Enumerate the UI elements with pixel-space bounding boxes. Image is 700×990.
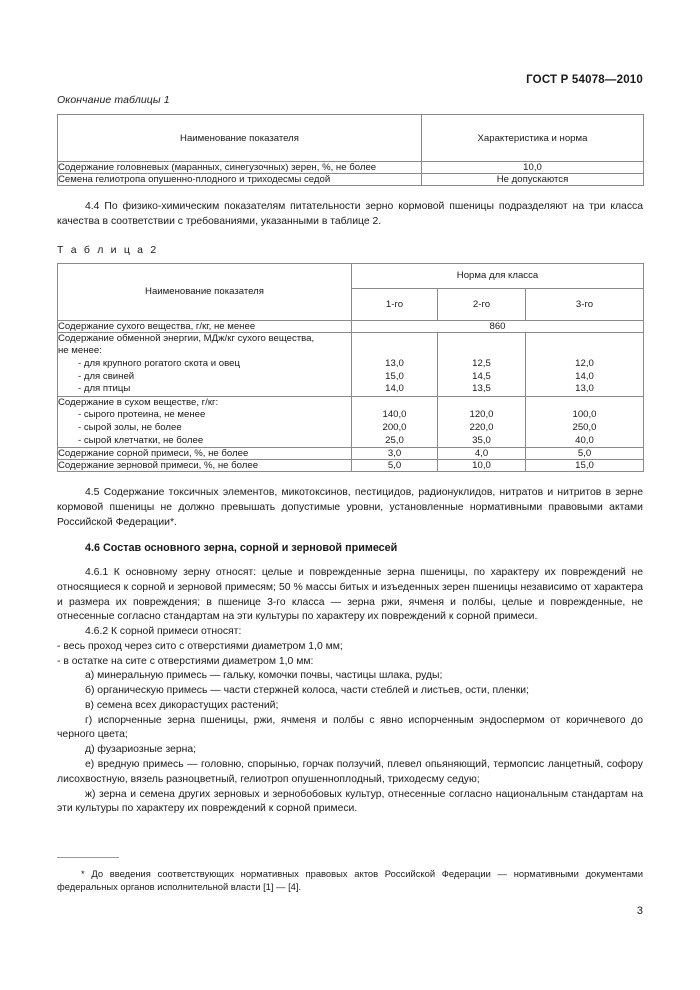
table-row: Содержание в сухом веществе, г/кг: - сыр… xyxy=(57,395,645,449)
footnote-text: * До введения соответствующих нормативны… xyxy=(57,868,643,893)
table1-col-value: Характеристика и норма xyxy=(421,114,644,162)
table2-row2-class3: x 100,0 250,0 40,0 xyxy=(524,395,645,449)
table2-row4-class1: 5,0 xyxy=(351,459,438,473)
table2-row4-class2: 10,0 xyxy=(437,459,526,473)
table2-row1-class2-1: 14,5 xyxy=(472,370,491,382)
table2-row2-class3-0: 100,0 xyxy=(572,409,597,421)
table2-row2-class2-0: 120,0 xyxy=(469,409,494,421)
table2-row2-sub-0: - сырого протеина, не менее xyxy=(78,409,206,421)
table2-row2-class2-1: 220,0 xyxy=(469,422,494,434)
table1-row0-value: 10,0 xyxy=(421,161,644,174)
table1-header-row: Наименование показателя Характеристика и… xyxy=(57,114,644,162)
table2-row1-sub-0: - для крупного рогатого скота и овец xyxy=(78,357,240,369)
clause-4-6-heading: 4.6 Состав основного зерна, сорной и зер… xyxy=(85,541,398,554)
list-item: д) фузариозные зерна; xyxy=(85,744,197,756)
table2-row1-class2: x x 12,5 14,5 13,5 xyxy=(437,331,526,397)
table2-row1-head: Содержание обменной энергии, МДж/кг сухо… xyxy=(58,332,315,357)
table2-row4-indicator: Содержание зерновой примеси, %, не более xyxy=(57,459,352,473)
table2-row2-sub-2: - сырой клетчатки, не более xyxy=(78,434,204,446)
table2-row2-class1-1: 200,0 xyxy=(382,422,407,434)
list-item: б) органическую примесь — части стержней… xyxy=(85,685,529,697)
table-row: Семена гелиотропа опушенно-плодного и тр… xyxy=(57,173,644,186)
table2-row2-indicator: Содержание в сухом веществе, г/кг: - сыр… xyxy=(57,395,352,449)
table2-row1-indicator: Содержание обменной энергии, МДж/кг сухо… xyxy=(57,331,352,397)
table2-row2-class3-2: 40,0 xyxy=(575,434,594,446)
clause-4-5-paragraph: 4.5 Содержание токсичных элементов, мико… xyxy=(57,487,643,528)
table2-row3-class1: 3,0 xyxy=(351,447,438,461)
list-item: - в остатке на сите с отверстиями диамет… xyxy=(57,655,314,667)
table2-row1-sub-2: - для птицы xyxy=(78,383,131,395)
table2-row1-class1-2: 14,0 xyxy=(385,383,404,395)
table2-header-row-group: Наименование показателя Норма для класса xyxy=(57,262,645,321)
table1-row0-indicator: Содержание головневых (маранных, синегуз… xyxy=(57,161,422,174)
clause-4-6-1-paragraph: 4.6.1 К основному зерну относят: целые и… xyxy=(57,567,643,623)
table2-row1-class3: x x 12,0 14,0 13,0 xyxy=(524,331,645,397)
table1-row1-indicator: Семена гелиотропа опушенно-плодного и тр… xyxy=(57,173,422,186)
table1-col-indicator: Наименование показателя xyxy=(57,114,422,162)
table-row: Содержание зерновой примеси, %, не более… xyxy=(57,459,645,473)
document-content: Окончание таблицы 1 Наименование показат… xyxy=(57,94,645,817)
table2-col-class-2: 2-го xyxy=(437,287,526,321)
table2-row2-class1-0: 140,0 xyxy=(382,409,407,421)
table2-row2-class2-2: 35,0 xyxy=(472,434,491,446)
list-item: в) семена всех дикорастущих растений; xyxy=(85,699,279,711)
table2-row4-class3: 15,0 xyxy=(524,459,645,473)
list-item: г) испорченные зерна пшеницы, ржи, ячмен… xyxy=(57,714,643,741)
table2-row0-value: 860 xyxy=(350,319,645,333)
footnote-area: * До введения соответствующих нормативны… xyxy=(57,857,643,894)
table2-col-indicator: Наименование показателя xyxy=(57,262,352,321)
table-row: Содержание сорной примеси, %, не более 3… xyxy=(57,447,645,461)
clause-4-6-2-intro: 4.6.2 К сорной примеси относят: xyxy=(85,626,242,638)
table2-row3-class3: 5,0 xyxy=(524,447,645,461)
table2-col-class-1: 1-го xyxy=(351,287,438,321)
list-item: е) вредную примесь — головню, спорынью, … xyxy=(57,759,643,785)
table2-row2-sub-1: - сырой золы, не более xyxy=(78,422,182,434)
table-1: Наименование показателя Характеристика и… xyxy=(57,114,644,186)
table2-row2-class1: x 140,0 200,0 25,0 xyxy=(351,395,438,449)
table2-col-group-header: Норма для класса xyxy=(350,262,645,289)
table2-row1-class3-2: 13,0 xyxy=(575,383,594,395)
table2-row1-class3-1: 14,0 xyxy=(575,370,594,382)
footnote-separator-rule xyxy=(57,857,119,858)
table2-row1-class2-0: 12,5 xyxy=(472,357,491,369)
table2-row1-class1: x x 13,0 15,0 14,0 xyxy=(351,331,438,397)
clause-4-4-paragraph: 4.4 По физико-химическим показателям пит… xyxy=(57,201,643,227)
list-item: а) минеральную примесь — гальку, комочки… xyxy=(85,670,443,682)
table1-caption: Окончание таблицы 1 xyxy=(57,94,170,106)
table2-row1-class2-2: 13,5 xyxy=(472,383,491,395)
table2-row2-class1-2: 25,0 xyxy=(385,434,404,446)
table2-row1-sub-1: - для свиней xyxy=(78,370,135,382)
table2-col-class-3: 3-го xyxy=(524,287,645,321)
list-item: - весь проход через сито с отверстиями д… xyxy=(57,640,343,652)
table2-row2-class3-1: 250,0 xyxy=(572,422,597,434)
table2-row3-class2: 4,0 xyxy=(437,447,526,461)
table-row: Содержание головневых (маранных, синегуз… xyxy=(57,161,644,174)
table2-row1-class1-1: 15,0 xyxy=(385,370,404,382)
table2-row1-class1-0: 13,0 xyxy=(385,357,404,369)
table1-row1-value: Не допускаются xyxy=(421,173,644,186)
list-item: ж) зерна и семена других зерновых и зерн… xyxy=(57,788,643,815)
table-row: Содержание обменной энергии, МДж/кг сухо… xyxy=(57,331,645,397)
table2-row0-indicator: Содержание сухого вещества, г/кг, не мен… xyxy=(57,319,352,333)
table2-row2-class2: x 120,0 220,0 35,0 xyxy=(437,395,526,449)
table2-caption: Т а б л и ц а 2 xyxy=(57,243,159,256)
standard-number-header: ГОСТ Р 54078—2010 xyxy=(526,74,643,86)
page-number: 3 xyxy=(636,905,643,917)
table-row: Содержание сухого вещества, г/кг, не мен… xyxy=(57,319,645,333)
table2-row1-class3-0: 12,0 xyxy=(575,357,594,369)
table-2: Наименование показателя Норма для класса… xyxy=(57,262,645,473)
table2-row2-head: Содержание в сухом веществе, г/кг: xyxy=(58,396,219,408)
table2-row3-indicator: Содержание сорной примеси, %, не более xyxy=(57,447,352,461)
